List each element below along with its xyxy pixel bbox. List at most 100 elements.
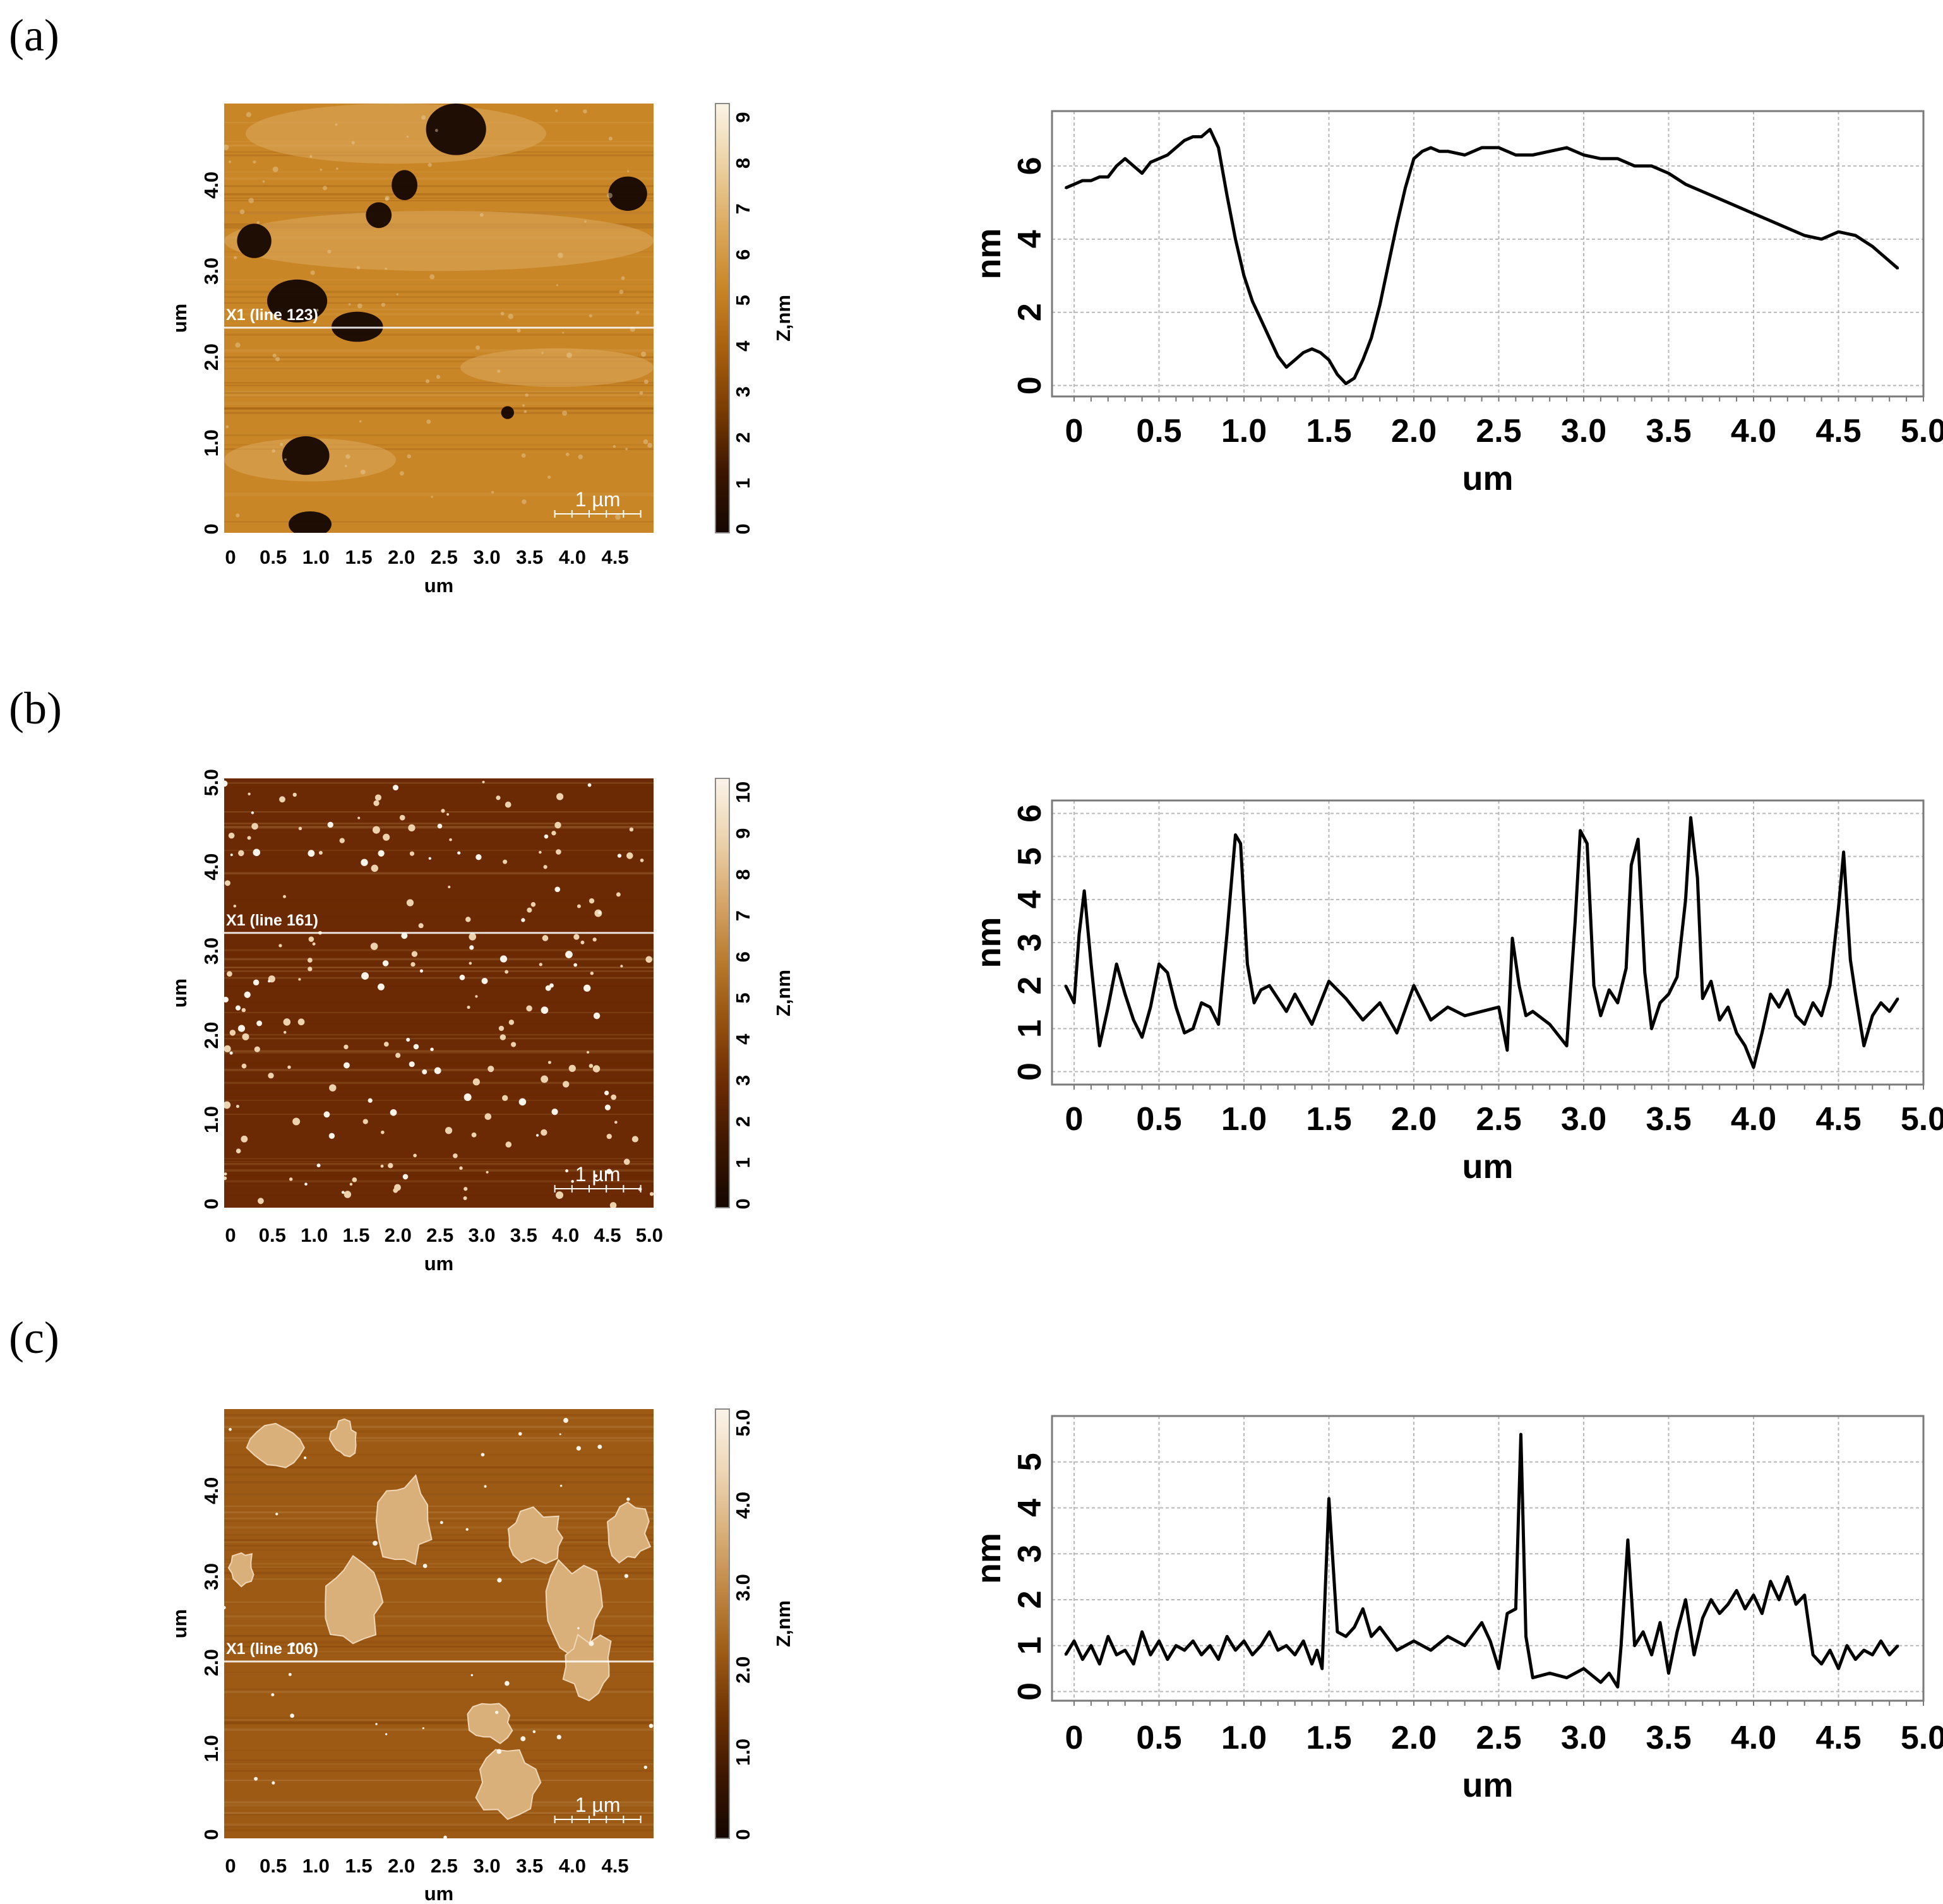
scan-streak: [224, 1050, 654, 1052]
profile-point: [1396, 1649, 1398, 1651]
nanoparticle: [361, 859, 368, 866]
y-tick-label: 3.0: [200, 937, 222, 965]
particle: [518, 1432, 522, 1436]
nanoparticle: [434, 1067, 441, 1074]
nanoparticle: [592, 937, 597, 942]
colorbar-label: Z,nm: [772, 1600, 794, 1647]
panel-b: (b) X1 (line 161) 1 µm 0 0.5 1.0 1.5 2.0 2.5 3.0…: [9, 683, 1943, 1275]
grain: [316, 309, 319, 312]
scan-streak: [224, 985, 654, 987]
x-tick-label: 2.5: [431, 1855, 458, 1877]
profile-point: [1519, 1433, 1522, 1436]
x-tick-label: 1.0: [301, 1224, 328, 1246]
particle: [597, 1444, 602, 1449]
nanoparticle: [475, 995, 478, 998]
nanoparticle: [640, 858, 644, 862]
nanoparticle: [590, 971, 594, 975]
profile-point: [1235, 238, 1237, 241]
grain: [643, 439, 649, 444]
grain: [562, 410, 568, 416]
scan-streak: [224, 382, 654, 384]
y-tick-label: 4.0: [200, 854, 222, 881]
profile-point: [1803, 234, 1806, 237]
profile-point: [1548, 1023, 1551, 1026]
scan-streak: [224, 1578, 654, 1580]
nanoparticle: [287, 1065, 291, 1069]
panel-a: (a) X1 (line 123) 1 µm 0 0.5 1.0 1.5 2.0 2.5 3.0…: [9, 10, 1943, 597]
x-tick-label: 1.5: [345, 1855, 372, 1877]
profile-point: [1141, 1036, 1144, 1038]
grain: [434, 129, 438, 133]
profile-point: [1710, 980, 1713, 982]
nanoparticle: [589, 1064, 594, 1068]
scan-streak: [224, 1812, 654, 1814]
profile-point: [1684, 1598, 1687, 1601]
grain: [234, 256, 237, 259]
profile-point: [1065, 1653, 1067, 1656]
scan-streak: [224, 1813, 654, 1816]
scan-streak: [224, 308, 654, 311]
nanoparticle: [475, 854, 482, 860]
scan-streak: [224, 782, 654, 784]
profile-point: [1696, 877, 1699, 879]
profile-point: [1166, 972, 1169, 974]
profile-point: [1083, 890, 1085, 892]
x-tick-label: 4.5: [1815, 1720, 1861, 1756]
scan-streak: [224, 1088, 654, 1090]
nanoparticle: [237, 1025, 246, 1032]
profile-point: [1251, 1653, 1253, 1656]
colorbar-tick-label: 0: [732, 523, 754, 534]
hole: [426, 104, 486, 155]
scan-streak: [224, 351, 654, 353]
nanoparticle: [604, 1090, 609, 1095]
particle: [229, 1427, 232, 1431]
hole: [237, 223, 272, 258]
profile-point: [1854, 234, 1856, 237]
nanoparticle: [308, 936, 314, 942]
profile-point: [1361, 1019, 1364, 1021]
colorbar-tick-label: 8: [732, 158, 754, 169]
nanoparticle: [487, 1066, 494, 1073]
profile-point: [1166, 154, 1169, 157]
scan-streak: [224, 403, 654, 405]
profile-point: [1727, 1006, 1730, 1008]
particle: [626, 1497, 630, 1501]
nanoparticle: [419, 969, 424, 973]
nanoparticle: [224, 1101, 231, 1109]
profile-point: [1277, 355, 1279, 357]
nanoparticle: [571, 1180, 574, 1183]
y-tick-label: 6: [1012, 157, 1048, 175]
profile-point: [1311, 1023, 1313, 1026]
particle: [497, 1578, 502, 1583]
profile-point: [1260, 989, 1262, 991]
colorbar-tick-label: 6: [732, 249, 754, 260]
x-tick-label: 2.5: [431, 546, 458, 568]
hole: [289, 511, 332, 533]
profile-point: [1506, 1612, 1509, 1615]
nanoparticle: [224, 1172, 227, 1175]
nanoparticle: [409, 1061, 415, 1068]
nanoparticle: [339, 838, 345, 843]
nanoparticle: [521, 918, 525, 922]
particle: [288, 1672, 292, 1676]
particle: [465, 1528, 469, 1531]
grain: [248, 198, 254, 203]
x-tick-label: 4.0: [1731, 413, 1776, 449]
particle: [624, 1574, 629, 1578]
nanoparticle: [445, 1127, 453, 1134]
nanoparticle: [527, 907, 532, 913]
grain: [431, 496, 433, 498]
profile-point: [1447, 150, 1449, 153]
grain: [525, 393, 529, 397]
scan-streak: [224, 1538, 654, 1542]
particle: [495, 1710, 499, 1715]
scan-streak: [224, 367, 654, 369]
nanoparticle: [316, 1163, 321, 1168]
profile-point: [1880, 1001, 1882, 1004]
scan-streak: [224, 1033, 654, 1036]
profile-point: [1464, 154, 1466, 157]
grain: [385, 197, 389, 201]
scan-streak: [224, 1163, 654, 1165]
scan-streak: [224, 367, 654, 369]
x-axis-label: um: [424, 1883, 454, 1904]
